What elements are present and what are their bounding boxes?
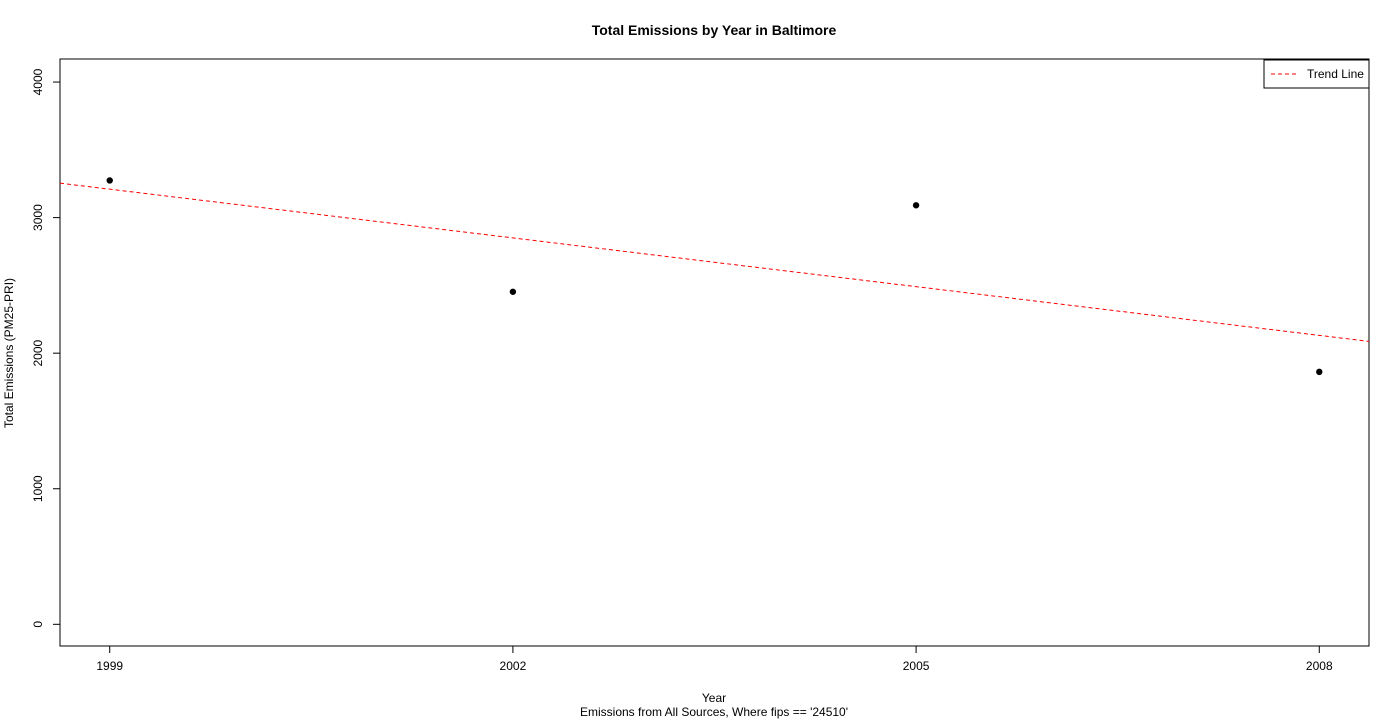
- y-tick-label: 4000: [31, 68, 45, 95]
- y-tick-label: 2000: [31, 340, 45, 367]
- y-tick-label: 1000: [31, 475, 45, 502]
- data-point: [912, 202, 920, 209]
- x-tick-label: 2005: [903, 659, 930, 673]
- trend-layer: [59, 182, 1370, 342]
- y-tick-label: 3000: [31, 204, 45, 231]
- chart-subtitle: Emissions from All Sources, Where fips =…: [580, 705, 848, 719]
- legend-trend-label: Trend Line: [1307, 67, 1364, 81]
- data-point: [1316, 368, 1323, 376]
- x-axis-label: Year: [702, 691, 726, 705]
- y-axis: 0 1000 2000 3000 4000: [31, 68, 61, 628]
- data-points: [106, 177, 1323, 376]
- chart-title: Total Emissions by Year in Baltimore: [592, 22, 837, 38]
- data-point: [106, 177, 113, 184]
- legend: Trend Line: [1263, 59, 1370, 89]
- data-point: [509, 288, 517, 295]
- plot-frame: [59, 58, 1370, 647]
- y-axis-label: Total Emissions (PM25-PRI): [2, 278, 16, 428]
- x-axis: 1999 2002 2005 2008: [96, 645, 1333, 673]
- trend-line: [59, 182, 1370, 342]
- x-tick-label: 2002: [500, 659, 527, 673]
- x-tick-label: 1999: [96, 659, 123, 673]
- x-tick-label: 2008: [1306, 659, 1333, 673]
- y-tick-label: 0: [31, 621, 45, 628]
